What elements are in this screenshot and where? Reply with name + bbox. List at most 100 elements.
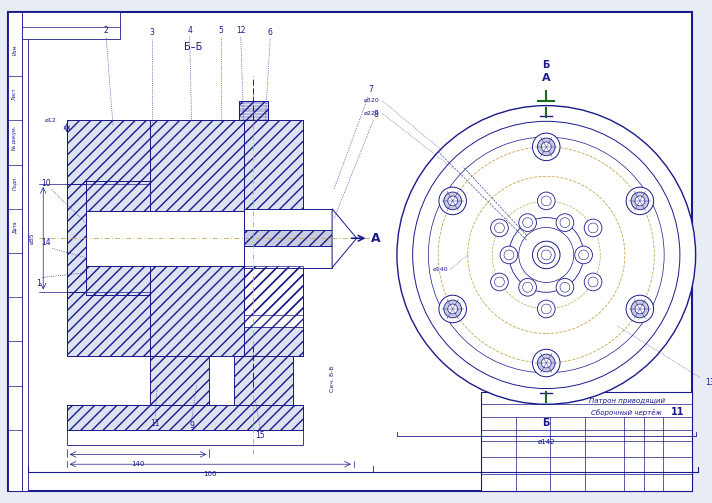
Bar bbox=[244, 120, 303, 223]
Bar bbox=[239, 101, 268, 120]
Bar bbox=[67, 405, 303, 430]
Text: ø12: ø12 bbox=[46, 118, 57, 123]
Circle shape bbox=[631, 192, 649, 210]
Bar bbox=[244, 230, 332, 246]
Circle shape bbox=[397, 106, 696, 404]
Text: ø85: ø85 bbox=[29, 232, 34, 244]
Text: ø140: ø140 bbox=[432, 267, 448, 272]
Text: 14: 14 bbox=[41, 237, 51, 246]
Text: А: А bbox=[542, 73, 550, 83]
Text: Б: Б bbox=[543, 418, 550, 428]
Text: 2: 2 bbox=[104, 27, 108, 35]
Text: 1: 1 bbox=[36, 279, 41, 288]
Bar bbox=[244, 253, 303, 356]
Circle shape bbox=[541, 304, 551, 314]
Bar bbox=[67, 430, 303, 445]
Circle shape bbox=[538, 354, 555, 372]
Circle shape bbox=[533, 349, 560, 377]
Text: Сборочный чертёж: Сборочный чертёж bbox=[592, 409, 662, 415]
Text: ø142: ø142 bbox=[538, 439, 555, 445]
Circle shape bbox=[560, 282, 570, 292]
Circle shape bbox=[504, 250, 514, 260]
Circle shape bbox=[538, 246, 555, 264]
Bar bbox=[150, 356, 209, 405]
Circle shape bbox=[491, 219, 508, 237]
Bar bbox=[21, 12, 28, 491]
Circle shape bbox=[635, 196, 645, 206]
Circle shape bbox=[448, 196, 458, 206]
Circle shape bbox=[575, 246, 592, 264]
Bar bbox=[67, 292, 150, 356]
Text: Подп.: Подп. bbox=[12, 175, 17, 190]
Bar bbox=[150, 356, 209, 405]
Text: Дата: Дата bbox=[12, 220, 17, 233]
Text: 3: 3 bbox=[150, 28, 155, 37]
Text: 140: 140 bbox=[131, 461, 145, 467]
Circle shape bbox=[523, 282, 533, 292]
Text: ø320: ø320 bbox=[364, 98, 379, 103]
Bar bbox=[244, 246, 332, 268]
Text: ø220: ø220 bbox=[364, 111, 379, 116]
Circle shape bbox=[585, 273, 602, 291]
Polygon shape bbox=[332, 209, 357, 268]
Circle shape bbox=[500, 246, 518, 264]
Bar bbox=[239, 101, 268, 120]
Circle shape bbox=[556, 279, 574, 296]
Text: 11: 11 bbox=[671, 407, 685, 417]
Circle shape bbox=[588, 277, 598, 287]
Bar bbox=[150, 120, 244, 211]
Bar bbox=[481, 392, 691, 491]
Bar bbox=[21, 12, 120, 39]
Circle shape bbox=[439, 187, 466, 215]
Circle shape bbox=[491, 273, 508, 291]
Circle shape bbox=[635, 304, 645, 314]
Bar bbox=[67, 120, 150, 184]
Text: 6: 6 bbox=[268, 28, 273, 37]
Bar bbox=[150, 120, 244, 211]
Bar bbox=[244, 253, 303, 356]
Circle shape bbox=[523, 218, 533, 227]
Circle shape bbox=[533, 241, 560, 269]
Bar bbox=[244, 266, 303, 326]
Bar bbox=[86, 211, 244, 266]
Bar bbox=[244, 266, 303, 315]
Circle shape bbox=[533, 133, 560, 160]
Text: 11: 11 bbox=[150, 420, 160, 429]
Text: 15: 15 bbox=[256, 431, 265, 440]
Bar bbox=[67, 184, 86, 292]
Bar bbox=[244, 266, 303, 315]
Circle shape bbox=[509, 218, 584, 292]
Circle shape bbox=[626, 295, 654, 323]
Bar bbox=[234, 356, 293, 405]
Bar bbox=[86, 181, 150, 211]
Circle shape bbox=[538, 300, 555, 318]
Circle shape bbox=[495, 223, 504, 233]
Bar bbox=[67, 292, 150, 356]
Circle shape bbox=[560, 218, 570, 227]
Text: Изм.: Изм. bbox=[12, 44, 17, 55]
Circle shape bbox=[541, 358, 551, 368]
Text: 7: 7 bbox=[368, 86, 373, 95]
Bar bbox=[86, 266, 150, 295]
Bar bbox=[86, 266, 150, 295]
Circle shape bbox=[541, 250, 551, 260]
Text: 4: 4 bbox=[187, 27, 192, 35]
Text: 5: 5 bbox=[219, 27, 224, 35]
Text: 8: 8 bbox=[373, 110, 378, 119]
Bar bbox=[67, 120, 150, 184]
Text: 13: 13 bbox=[706, 378, 712, 387]
Circle shape bbox=[631, 300, 649, 318]
Bar bbox=[234, 356, 293, 405]
Text: 12: 12 bbox=[236, 27, 246, 35]
Bar bbox=[67, 405, 303, 430]
Circle shape bbox=[519, 279, 536, 296]
Circle shape bbox=[444, 300, 461, 318]
Text: 9: 9 bbox=[189, 422, 194, 431]
Circle shape bbox=[556, 214, 574, 231]
Circle shape bbox=[444, 192, 461, 210]
Text: Лист: Лист bbox=[12, 88, 17, 100]
Circle shape bbox=[541, 142, 551, 152]
Text: 10: 10 bbox=[41, 179, 51, 188]
Text: Сеч. Б-Б: Сеч. Б-Б bbox=[330, 366, 335, 392]
Circle shape bbox=[585, 219, 602, 237]
